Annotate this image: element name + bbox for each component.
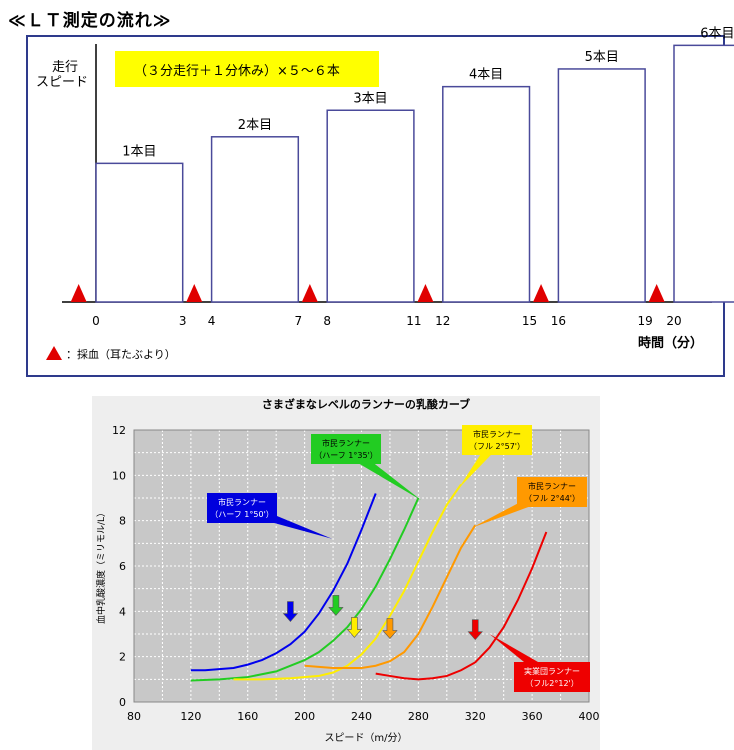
sampling-marker bbox=[70, 284, 87, 302]
y-axis-label: 血中乳酸濃度（ミリモル/L） bbox=[95, 508, 107, 624]
callout-label: 実業団ランナー bbox=[524, 666, 580, 676]
x-tick-label: 360 bbox=[522, 710, 543, 723]
y-tick-label: 2 bbox=[119, 651, 126, 664]
sampling-marker bbox=[533, 284, 550, 302]
x-tick-label: 19 bbox=[637, 314, 652, 328]
callout-label: （フル2°12'） bbox=[525, 679, 578, 688]
x-tick-label: 20 bbox=[666, 314, 681, 328]
callout-label: 市民ランナー bbox=[322, 438, 370, 448]
x-tick-label: 200 bbox=[294, 710, 315, 723]
series-line bbox=[304, 524, 477, 669]
callout-box bbox=[207, 493, 277, 523]
callout-box bbox=[311, 434, 381, 464]
x-tick-label: 3 bbox=[179, 314, 187, 328]
x-axis-label: 時間（分） bbox=[638, 335, 703, 351]
bar bbox=[95, 162, 184, 303]
y-tick-label: 6 bbox=[119, 560, 126, 573]
x-tick-label: 15 bbox=[522, 314, 537, 328]
x-tick-label: 120 bbox=[180, 710, 201, 723]
threshold-arrow bbox=[382, 618, 398, 639]
callout-label: （ハーフ 1°35'） bbox=[314, 451, 378, 460]
x-tick-label: 0 bbox=[92, 314, 100, 328]
bar-label: 5本目 bbox=[585, 50, 619, 65]
callout-box bbox=[462, 425, 532, 455]
x-tick-label: 16 bbox=[551, 314, 566, 328]
note-text: （３分走行＋１分休み）×５～６本 bbox=[134, 64, 340, 79]
bar-label: 2本目 bbox=[238, 118, 272, 133]
y-tick-label: 12 bbox=[112, 424, 126, 437]
x-tick-label: 240 bbox=[351, 710, 372, 723]
series-line bbox=[190, 497, 420, 682]
legend-label: ：採血（耳たぶより） bbox=[66, 347, 176, 361]
callout-box bbox=[517, 477, 587, 507]
x-tick-label: 80 bbox=[127, 710, 141, 723]
callout-label: 市民ランナー bbox=[473, 429, 521, 439]
threshold-arrow bbox=[346, 617, 363, 638]
sampling-marker bbox=[301, 284, 318, 302]
y-tick-label: 4 bbox=[119, 605, 126, 618]
callout-label: 市民ランナー bbox=[528, 481, 576, 491]
callout-label: （フル 2°44'） bbox=[524, 494, 580, 503]
bar bbox=[673, 44, 734, 303]
bar-label: 6本目 bbox=[700, 26, 734, 41]
callout-label: （フル 2°57'） bbox=[469, 442, 525, 451]
threshold-arrow bbox=[282, 601, 299, 622]
x-tick-label: 7 bbox=[294, 314, 302, 328]
x-tick-label: 400 bbox=[579, 710, 600, 723]
x-tick-label: 8 bbox=[323, 314, 331, 328]
y-axis-label: 走行 bbox=[52, 60, 78, 75]
bar-label: 1本目 bbox=[122, 144, 156, 159]
sampling-marker bbox=[417, 284, 434, 302]
page-title: ≪ＬＴ測定の流れ≫ bbox=[8, 11, 172, 31]
x-tick-label: 11 bbox=[406, 314, 421, 328]
bar-label: 4本目 bbox=[469, 68, 503, 83]
legend-marker bbox=[46, 346, 62, 360]
callout-label: （ハーフ 1°50'） bbox=[210, 510, 274, 519]
plot-border bbox=[133, 429, 590, 703]
y-tick-label: 8 bbox=[119, 515, 126, 528]
bar bbox=[210, 136, 300, 303]
y-axis-label: スピード bbox=[36, 75, 88, 90]
callout-label: 市民ランナー bbox=[218, 497, 266, 507]
x-tick-label: 12 bbox=[435, 314, 450, 328]
x-tick-label: 280 bbox=[408, 710, 429, 723]
series-line bbox=[190, 493, 377, 672]
x-tick-label: 4 bbox=[208, 314, 216, 328]
bar bbox=[326, 109, 415, 303]
y-tick-label: 10 bbox=[112, 469, 126, 482]
chart-title: さまざまなレベルのランナーの乳酸カーブ bbox=[262, 397, 470, 411]
x-tick-label: 160 bbox=[237, 710, 258, 723]
bar bbox=[557, 68, 646, 303]
threshold-arrow bbox=[328, 595, 344, 616]
bar-label: 3本目 bbox=[353, 91, 387, 106]
sampling-marker bbox=[186, 284, 203, 302]
threshold-arrow bbox=[467, 619, 483, 641]
sampling-marker bbox=[648, 284, 665, 302]
series-line bbox=[233, 483, 462, 681]
note-box bbox=[115, 51, 379, 87]
bar bbox=[442, 85, 531, 303]
x-tick-label: 320 bbox=[465, 710, 486, 723]
y-tick-label: 0 bbox=[119, 696, 126, 709]
x-axis-label: スピード（m/分） bbox=[324, 732, 407, 744]
series-line bbox=[375, 531, 548, 681]
callout-box bbox=[514, 662, 590, 692]
